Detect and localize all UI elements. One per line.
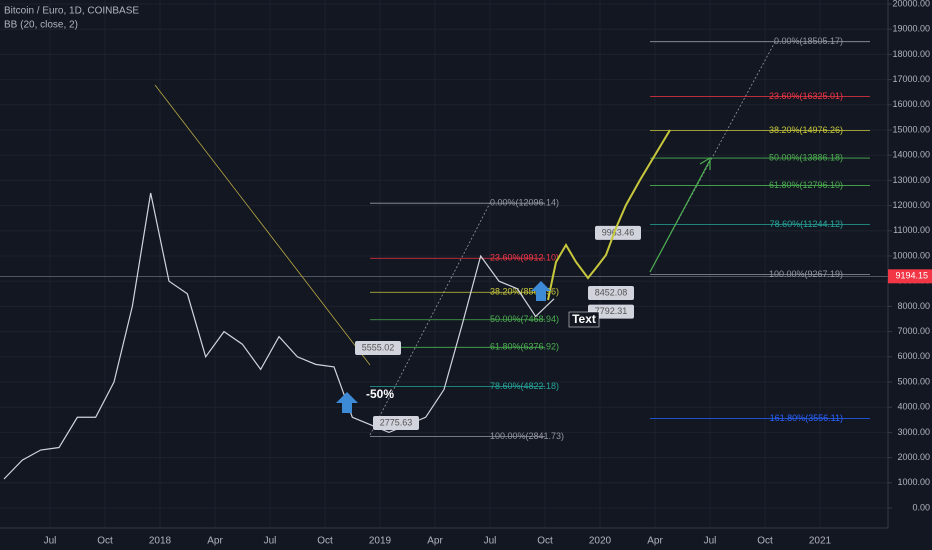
fib-label: 78.60%(4822.18) (490, 381, 559, 391)
up-arrow (336, 392, 358, 413)
x-tick-label: Apr (647, 536, 663, 547)
fib-label: 61.80%(6376.92) (490, 342, 559, 352)
x-tick-label: Apr (427, 536, 443, 547)
up-arrow (531, 281, 551, 301)
price-line (3, 192, 555, 480)
callout-label: 7792.31 (595, 306, 628, 316)
y-tick-label: 1000.00 (897, 477, 930, 487)
fib-label: 161.80%(3556.11) (770, 413, 843, 423)
fib-label: 78.60%(11244.12) (770, 219, 843, 229)
callout-box (355, 341, 401, 356)
fib-label: 50.00%(13886.18) (769, 152, 843, 162)
callout-label: 8452.08 (595, 287, 628, 297)
fib-label: 100.00%(9267.19) (769, 269, 843, 279)
x-tick-label: Oct (757, 536, 773, 547)
annotation: Text (572, 312, 596, 326)
fib-label: 23.60%(16325.01) (769, 91, 843, 101)
x-tick-label: Jul (44, 536, 57, 547)
price-tag (888, 269, 932, 284)
y-tick-label: 19000.00 (892, 24, 930, 34)
y-tick-label: 6000.00 (897, 351, 930, 361)
x-tick-label: Jul (704, 536, 717, 547)
y-tick-label: 8000.00 (897, 301, 930, 311)
x-tick-label: Jul (264, 536, 277, 547)
callout-box (595, 225, 641, 240)
y-tick-label: 0.00 (912, 502, 930, 512)
x-tick-label: Oct (537, 536, 553, 547)
y-tick-label: 17000.00 (892, 74, 930, 84)
y-tick-label: 7000.00 (897, 326, 930, 336)
x-tick-label: Oct (317, 536, 333, 547)
x-tick-label: 2021 (809, 536, 832, 547)
grid (0, 0, 888, 528)
annotation-box (568, 311, 600, 328)
x-tick-label: 2020 (589, 536, 612, 547)
callout-label: 9963.46 (602, 227, 635, 237)
y-tick-label: 18000.00 (892, 49, 930, 59)
callout-label: 5555.02 (362, 342, 395, 352)
y-tick-label: 20000.00 (892, 0, 930, 8)
y-tick-label: 11000.00 (893, 225, 930, 235)
fib-label: 38.20%(8560.96) (490, 287, 559, 297)
arrow-head (699, 156, 711, 170)
fib-label: 23.60%(9912.10) (490, 253, 559, 263)
y-tick-label: 13000.00 (892, 175, 930, 185)
y-tick-label: 4000.00 (897, 402, 930, 412)
y-tick-label: 12000.00 (892, 200, 930, 210)
callout-label: 2775.63 (380, 417, 413, 427)
callout-box (588, 304, 634, 319)
x-tick-label: 2019 (369, 536, 392, 547)
price-tag-label: 9194.15 (895, 271, 928, 281)
x-tick-label: Oct (97, 536, 113, 547)
annotation: -50% (366, 387, 394, 401)
chart-title: Bitcoin / Euro, 1D, COINBASE (4, 6, 139, 17)
arrow-line (649, 159, 711, 273)
y-tick-label: 5000.00 (897, 376, 930, 386)
fib-label: 100.00%(2841.73) (490, 431, 564, 441)
plot: 0.00%(12096.14) 23.60%(9912.10) 38.20%(856… (3, 36, 870, 480)
fib-label: 0.00%(18505.17) (774, 36, 843, 46)
projection (547, 129, 671, 301)
fib-label: 0.00%(12096.14) (490, 198, 559, 208)
trend-line (154, 84, 371, 366)
callout-box (373, 416, 419, 431)
fib-label: 50.00%(7468.94) (490, 314, 559, 324)
fib-trend (369, 202, 491, 436)
y-tick-label: 14000.00 (892, 150, 930, 160)
y-tick-label: 2000.00 (897, 452, 930, 462)
x-tick-label: Apr (207, 536, 223, 547)
callout-box (588, 286, 634, 301)
x-tick-label: 2018 (149, 536, 172, 547)
indicator-label: BB (20, close, 2) (4, 20, 78, 31)
fib-label: 38.20%(14976.26) (769, 125, 843, 135)
y-tick-label: 16000.00 (892, 99, 930, 109)
fib-label: 61.80%(12796.10) (769, 180, 843, 190)
y-tick-label: 3000.00 (897, 427, 930, 437)
y-tick-label: 15000.00 (892, 124, 930, 134)
x-tick-label: Jul (484, 536, 497, 547)
y-tick-label: 10000.00 (892, 250, 930, 260)
